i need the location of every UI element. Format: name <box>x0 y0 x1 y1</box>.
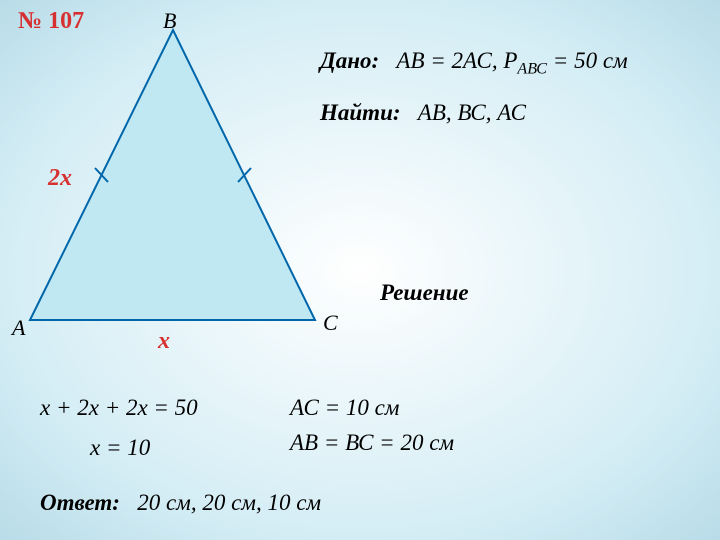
vertex-a-label: А <box>12 315 25 341</box>
answer-line: Ответ: 20 см, 20 см, 10 см <box>40 490 321 516</box>
side-ab-label: 2х <box>48 165 72 192</box>
given-text-ab: АВ = 2АС, Р <box>396 48 517 73</box>
vertex-b-label: В <box>163 8 176 34</box>
equation-4: АВ = ВС = 20 см <box>290 430 454 456</box>
solution-label: Решение <box>380 280 469 306</box>
vertex-c-label: С <box>323 310 338 336</box>
given-text-tail: = 50 см <box>547 48 628 73</box>
given-text-sub: АВС <box>517 61 547 78</box>
equation-2: х = 10 <box>90 435 150 461</box>
find-line: Найти: АВ, ВС, АС <box>320 100 526 126</box>
given-label: Дано: <box>320 48 379 73</box>
equation-1: х + 2х + 2х = 50 <box>40 395 198 421</box>
equation-3: АС = 10 см <box>290 395 399 421</box>
given-line: Дано: АВ = 2АС, РАВС = 50 см <box>320 48 628 79</box>
problem-number: № 107 <box>18 8 84 35</box>
answer-label: Ответ: <box>40 490 120 515</box>
triangle-abc <box>30 30 315 320</box>
side-ac-label: х <box>158 328 170 355</box>
find-text: АВ, ВС, АС <box>418 100 526 125</box>
answer-text: 20 см, 20 см, 10 см <box>137 490 321 515</box>
find-label: Найти: <box>320 100 401 125</box>
